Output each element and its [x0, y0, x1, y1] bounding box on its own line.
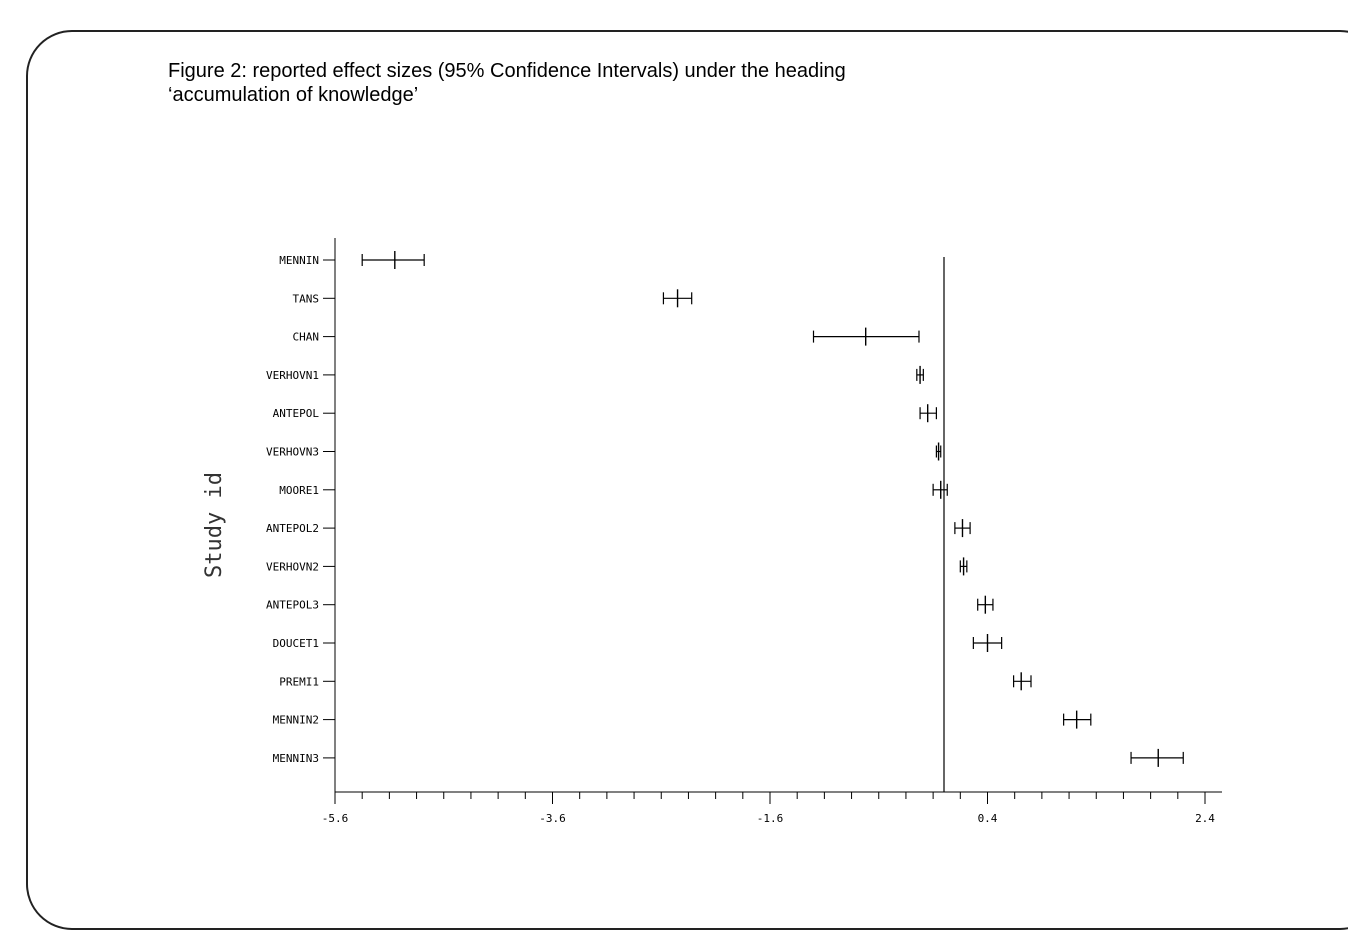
y-axis-label: Study id	[202, 472, 227, 578]
forest-plot: Study id -5.6 -3.6 -1.6 0.4 2.4 MENNIN TANS CH…	[202, 238, 1222, 825]
study-row: DOUCET1	[273, 634, 1003, 652]
study-label: MENNIN	[279, 254, 319, 267]
study-label: VERHOVN3	[266, 446, 319, 459]
study-row: MENNIN2	[273, 710, 1092, 729]
study-label: ANTEPOL2	[266, 522, 319, 535]
study-row: CHAN	[293, 327, 920, 346]
study-label: MENNIN3	[273, 752, 319, 765]
study-row: MENNIN	[279, 251, 425, 269]
study-row: TANS	[293, 289, 693, 308]
figure-caption: Figure 2: reported effect sizes (95% Con…	[168, 59, 1168, 107]
study-row: VERHOVN1	[266, 365, 924, 384]
study-row: VERHOVN3	[266, 442, 942, 461]
study-label: VERHOVN2	[266, 560, 319, 573]
x-tick-label: 0.4	[978, 812, 998, 825]
study-label: ANTEPOL3	[266, 599, 319, 612]
x-tick-label: -3.6	[539, 812, 566, 825]
study-row: MOORE1	[279, 480, 948, 499]
study-row: ANTEPOL2	[266, 519, 971, 538]
study-label: VERHOVN1	[266, 369, 319, 382]
study-row: PREMI1	[279, 672, 1032, 691]
study-row: ANTEPOL3	[266, 595, 994, 614]
study-label: PREMI1	[279, 675, 319, 688]
study-label: MENNIN2	[273, 714, 319, 727]
study-label: DOUCET1	[273, 637, 319, 650]
study-row: MENNIN3	[273, 748, 1184, 767]
x-tick-label: -1.6	[757, 812, 784, 825]
study-label: CHAN	[293, 331, 320, 344]
study-row: ANTEPOL	[273, 404, 937, 423]
caption-line-2: ‘accumulation of knowledge’	[168, 84, 419, 106]
caption-line-1: Figure 2: reported effect sizes (95% Con…	[168, 60, 846, 82]
x-tick-label: 2.4	[1195, 812, 1215, 825]
study-label: ANTEPOL	[273, 407, 320, 420]
study-row: VERHOVN2	[266, 557, 968, 576]
study-label: TANS	[293, 292, 320, 305]
x-tick-label: -5.6	[322, 812, 349, 825]
study-label: MOORE1	[279, 484, 319, 497]
